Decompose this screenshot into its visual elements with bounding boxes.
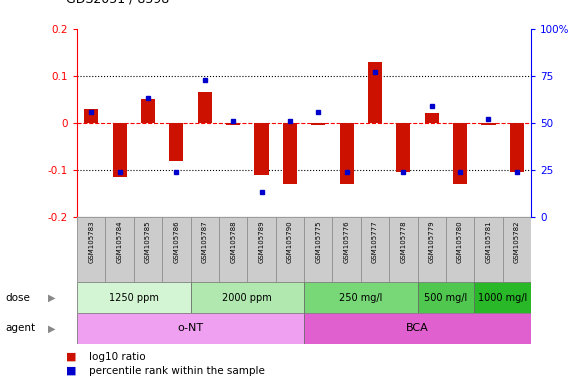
Text: ▶: ▶	[47, 293, 55, 303]
Bar	[255, 123, 268, 175]
Bar	[475, 217, 502, 282]
Text: 500 mg/l: 500 mg/l	[424, 293, 468, 303]
Text: log10 ratio: log10 ratio	[89, 352, 145, 362]
Text: 1000 mg/l: 1000 mg/l	[478, 293, 527, 303]
Bar	[311, 123, 325, 125]
Text: GSM105790: GSM105790	[287, 220, 293, 263]
Bar	[283, 123, 297, 184]
Text: 1250 ppm: 1250 ppm	[109, 293, 159, 303]
Text: 2000 ppm: 2000 ppm	[223, 293, 272, 303]
Bar	[169, 123, 183, 161]
Bar	[77, 217, 106, 282]
Text: 250 mg/l: 250 mg/l	[339, 293, 383, 303]
Text: ▶: ▶	[47, 323, 55, 333]
Bar	[396, 123, 411, 172]
Bar	[106, 217, 134, 282]
Text: ■: ■	[66, 352, 76, 362]
Bar	[361, 217, 389, 282]
Bar	[112, 123, 127, 177]
Bar	[191, 217, 219, 282]
Bar	[340, 123, 353, 184]
Bar	[389, 217, 417, 282]
Text: ■: ■	[66, 366, 76, 376]
Bar	[425, 114, 439, 123]
Bar	[481, 123, 496, 125]
Bar	[475, 282, 531, 313]
Text: GSM105778: GSM105778	[400, 220, 407, 263]
Text: GDS2051 / 8598: GDS2051 / 8598	[66, 0, 169, 6]
Text: GSM105788: GSM105788	[230, 220, 236, 263]
Bar	[304, 282, 417, 313]
Bar	[304, 217, 332, 282]
Text: percentile rank within the sample: percentile rank within the sample	[89, 366, 264, 376]
Bar	[332, 217, 361, 282]
Text: GSM105777: GSM105777	[372, 220, 378, 263]
Bar	[141, 99, 155, 123]
Bar	[304, 313, 531, 344]
Bar	[191, 282, 304, 313]
Text: dose: dose	[6, 293, 31, 303]
Bar	[77, 313, 304, 344]
Bar	[84, 109, 98, 123]
Bar	[162, 217, 191, 282]
Text: GSM105780: GSM105780	[457, 220, 463, 263]
Bar	[276, 217, 304, 282]
Bar	[134, 217, 162, 282]
Bar	[226, 123, 240, 125]
Text: GSM105786: GSM105786	[174, 220, 179, 263]
Text: GSM105783: GSM105783	[89, 220, 94, 263]
Text: GSM105785: GSM105785	[145, 220, 151, 263]
Text: o-NT: o-NT	[178, 323, 204, 333]
Text: BCA: BCA	[406, 323, 429, 333]
Text: GSM105781: GSM105781	[485, 220, 492, 263]
Bar	[446, 217, 475, 282]
Bar	[417, 282, 475, 313]
Text: agent: agent	[6, 323, 36, 333]
Text: GSM105776: GSM105776	[344, 220, 349, 263]
Bar	[417, 217, 446, 282]
Bar	[219, 217, 247, 282]
Bar	[77, 282, 191, 313]
Bar	[247, 217, 276, 282]
Text: GSM105789: GSM105789	[259, 220, 264, 263]
Bar	[453, 123, 467, 184]
Bar	[510, 123, 524, 172]
Bar	[368, 62, 382, 123]
Text: GSM105787: GSM105787	[202, 220, 208, 263]
Bar	[198, 92, 212, 123]
Text: GSM105784: GSM105784	[116, 220, 123, 263]
Bar	[502, 217, 531, 282]
Text: GSM105782: GSM105782	[514, 220, 520, 263]
Text: GSM105779: GSM105779	[429, 220, 435, 263]
Text: GSM105775: GSM105775	[315, 220, 321, 263]
